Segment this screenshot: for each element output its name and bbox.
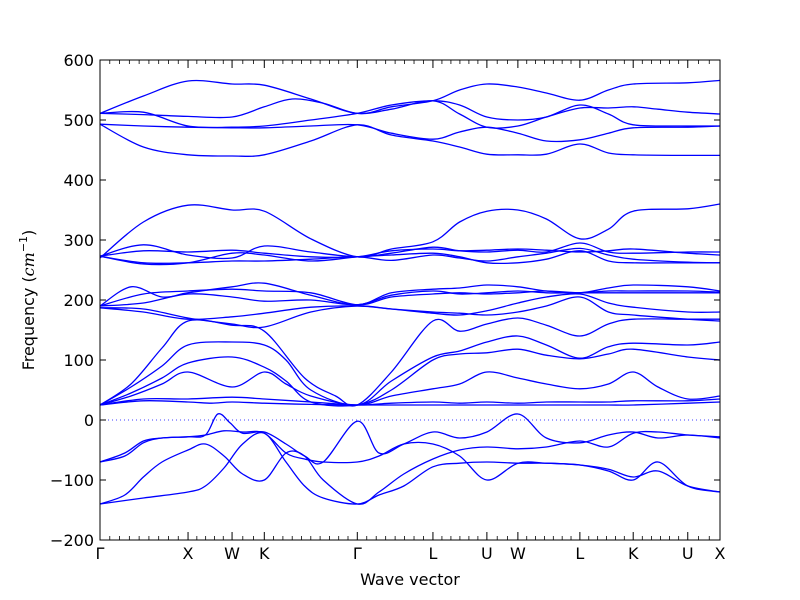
- series-layer: [100, 79, 720, 505]
- x-tick-label: X: [183, 544, 194, 563]
- x-tick-label: X: [715, 544, 726, 563]
- y-tick-label: −200: [50, 531, 94, 550]
- band-line-13: [100, 290, 720, 307]
- y-tick-label: 400: [63, 171, 94, 190]
- x-tick-label: Γ: [96, 544, 105, 563]
- band-line-21: [100, 400, 720, 406]
- band-line-20: [100, 396, 720, 406]
- x-tick-label: W: [510, 544, 526, 563]
- band-line-18: [100, 348, 720, 407]
- y-axis-label-suffix: ): [19, 230, 38, 236]
- band-line-5: [100, 123, 720, 157]
- y-tick-label: 600: [63, 51, 94, 70]
- band-line-19: [100, 371, 720, 406]
- y-axis-label-unit: cm: [19, 252, 38, 276]
- y-tick-label: −100: [50, 471, 94, 490]
- band-line-4: [100, 123, 720, 143]
- band-line-7: [100, 242, 720, 260]
- x-tick-label: Γ: [353, 544, 362, 563]
- band-line-23: [100, 430, 720, 493]
- x-tick-label: K: [628, 544, 639, 563]
- band-line-14: [100, 293, 720, 321]
- y-tick-label: 0: [84, 411, 94, 430]
- band-line-9: [100, 247, 720, 265]
- x-tick-label: U: [682, 544, 694, 563]
- band-line-16: [100, 317, 720, 407]
- x-tick-label: L: [428, 544, 437, 563]
- y-axis-label-prefix: Frequency (: [19, 276, 38, 370]
- y-axis: −200 −100 0 100 200 300 400 500 600: [50, 51, 720, 550]
- band-line-17: [100, 335, 720, 406]
- x-tick-label: K: [259, 544, 270, 563]
- band-line-8: [100, 248, 720, 259]
- band-line-6: [100, 203, 720, 259]
- y-tick-label: 300: [63, 231, 94, 250]
- band-line-11: [100, 282, 720, 307]
- y-tick-label: 100: [63, 351, 94, 370]
- band-line-3: [100, 98, 720, 129]
- plot-background: [100, 60, 720, 540]
- band-line-15: [100, 296, 720, 329]
- y-axis-label: Frequency (cm−1): [17, 230, 38, 371]
- x-tick-label: W: [224, 544, 240, 563]
- y-axis-label-exponent: −1: [17, 236, 30, 252]
- y-tick-label: 500: [63, 111, 94, 130]
- x-tick-label: L: [575, 544, 584, 563]
- y-tick-label: 200: [63, 291, 94, 310]
- band-line-10: [100, 250, 720, 266]
- x-axis-label: Wave vector: [360, 570, 460, 589]
- band-line-12: [100, 288, 720, 307]
- band-line-25: [100, 431, 720, 505]
- band-line-2: [100, 79, 720, 115]
- x-tick-label: U: [481, 544, 493, 563]
